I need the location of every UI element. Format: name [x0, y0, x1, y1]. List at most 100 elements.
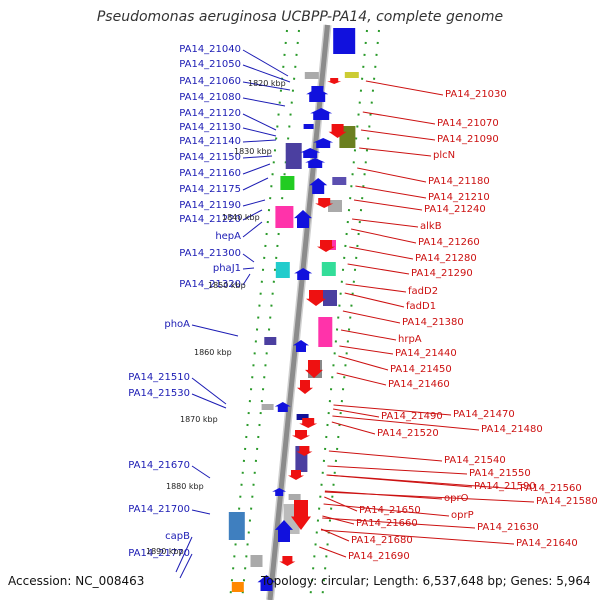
right-gene-label: PA14_21440	[395, 348, 457, 359]
gene-arrow-fwd-3	[300, 148, 321, 158]
right-leader-line	[352, 218, 419, 228]
right-gene-label: PA14_21650	[359, 505, 421, 516]
right-gene-label: PA14_21480	[481, 424, 543, 435]
right-leader-line	[333, 408, 380, 418]
right-leader-line	[323, 503, 450, 517]
right-gene-label: plcN	[433, 150, 456, 161]
gene-arrow-fwd-10	[272, 488, 287, 496]
right-leader-line	[365, 80, 444, 96]
right-leader-line	[319, 546, 347, 558]
left-leader-line	[242, 49, 289, 77]
right-leader-line	[322, 517, 476, 529]
gene-arrow-fwd-4	[305, 158, 326, 168]
right-gene-label: oprO	[444, 493, 469, 504]
gene-block-10	[228, 512, 245, 540]
right-gene-label: PA14_21030	[445, 89, 507, 100]
right-leader-line	[362, 111, 436, 125]
right-gene-label: PA14_21490	[381, 411, 443, 422]
gene-block-7	[275, 262, 290, 278]
gene-arrow-rev-9	[296, 446, 313, 456]
gene-block-25	[250, 555, 263, 567]
gene-arrow-fwd-11	[275, 520, 293, 542]
right-gene-label: PA14_21290	[411, 268, 473, 279]
left-leader-line	[242, 113, 277, 131]
right-gene-label: PA14_21180	[428, 176, 490, 187]
accession-text: Accession: NC_008463	[8, 574, 145, 588]
gene-arrow-fwd-5	[309, 178, 328, 194]
left-leader-line	[242, 209, 263, 221]
kbp-marker-label: 1860 kbp	[194, 348, 232, 357]
right-leader-line	[336, 372, 387, 386]
gene-arrow-fwd-12	[257, 575, 276, 591]
gene-block-4	[285, 143, 302, 169]
right-gene-label: PA14_21630	[477, 522, 539, 533]
right-leader-line	[347, 263, 410, 275]
gene-arrow-rev-6	[297, 380, 313, 394]
left-leader-line	[242, 139, 277, 143]
left-gene-label: PA14_21040	[179, 44, 241, 55]
left-gene-label: PA14_21150	[179, 152, 241, 163]
left-leader-line	[191, 377, 227, 405]
left-leader-line	[191, 324, 239, 337]
kbp-marker-label: 1820 kbp	[248, 79, 286, 88]
right-leader-line	[355, 185, 427, 199]
left-gene-label: capB	[165, 531, 190, 542]
right-leader-line	[357, 167, 427, 183]
map-title: Pseudomonas aeruginosa UCBPP-PA14, compl…	[96, 9, 504, 25]
right-leader-line	[353, 199, 423, 211]
gene-block-3	[303, 124, 314, 129]
left-leader-line	[242, 155, 273, 159]
right-gene-label: alkB	[420, 221, 442, 232]
genome-summary-text: Topology: circular; Length: 6,537,648 bp…	[261, 574, 591, 588]
left-leader-line	[242, 221, 263, 238]
kbp-marker-label: 1880 kbp	[166, 482, 204, 491]
left-gene-label: PA14_21510	[128, 372, 190, 383]
right-gene-label: PA14_21260	[418, 237, 480, 248]
kbp-marker-label: 1830 kbp	[234, 147, 272, 156]
right-gene-label: fadD2	[408, 286, 439, 297]
right-leader-line	[350, 228, 417, 244]
left-leader-line	[191, 393, 227, 409]
left-leader-line	[242, 199, 266, 207]
left-gene-label: PA14_21770	[128, 548, 190, 559]
left-gene-label: PA14_21080	[179, 92, 241, 103]
left-gene-label: PA14_21320	[179, 279, 241, 290]
gene-block-15	[328, 200, 342, 212]
left-leader-line	[242, 81, 291, 91]
gene-arrow-rev-8	[292, 430, 310, 440]
right-gene-label: PA14_21470	[453, 409, 515, 420]
left-gene-label: PA14_21050	[179, 59, 241, 70]
right-leader-line	[359, 147, 432, 157]
left-leader-line	[242, 64, 291, 83]
right-leader-line	[344, 292, 405, 308]
left-gene-label: PA14_21670	[128, 460, 190, 471]
right-gene-label: PA14_21540	[444, 455, 506, 466]
gene-block-0	[333, 28, 356, 54]
left-leader-line	[175, 536, 193, 573]
left-gene-label: PA14_21220	[179, 214, 241, 225]
right-gene-label: PA14_21240	[424, 204, 486, 215]
right-gene-label: PA14_21580	[536, 496, 598, 507]
gene-block-8	[264, 337, 277, 345]
gene-block-9	[261, 404, 274, 410]
right-gene-label: PA14_21280	[415, 253, 477, 264]
right-leader-line	[324, 496, 358, 512]
kbp-marker-label: 1850 kbp	[208, 281, 246, 290]
gene-arrow-fwd-9	[274, 402, 291, 412]
right-gene-label: PA14_21090	[437, 134, 499, 145]
backbone-line	[267, 24, 330, 600]
gene-block-21	[296, 414, 309, 420]
gene-arrow-rev-10	[288, 470, 304, 480]
right-leader-line	[320, 529, 515, 545]
gene-arrow-rev-1	[328, 124, 347, 138]
left-leader-line	[242, 267, 255, 270]
right-leader-line	[333, 404, 452, 416]
gene-arrow-fwd-2	[313, 138, 334, 148]
right-gene-label: hrpA	[398, 334, 422, 345]
right-leader-line	[342, 310, 401, 324]
right-gene-label: PA14_21070	[437, 118, 499, 129]
gene-arrow-fwd-0	[306, 88, 329, 102]
gene-block-1	[304, 72, 319, 79]
gene-block-11	[231, 582, 244, 592]
